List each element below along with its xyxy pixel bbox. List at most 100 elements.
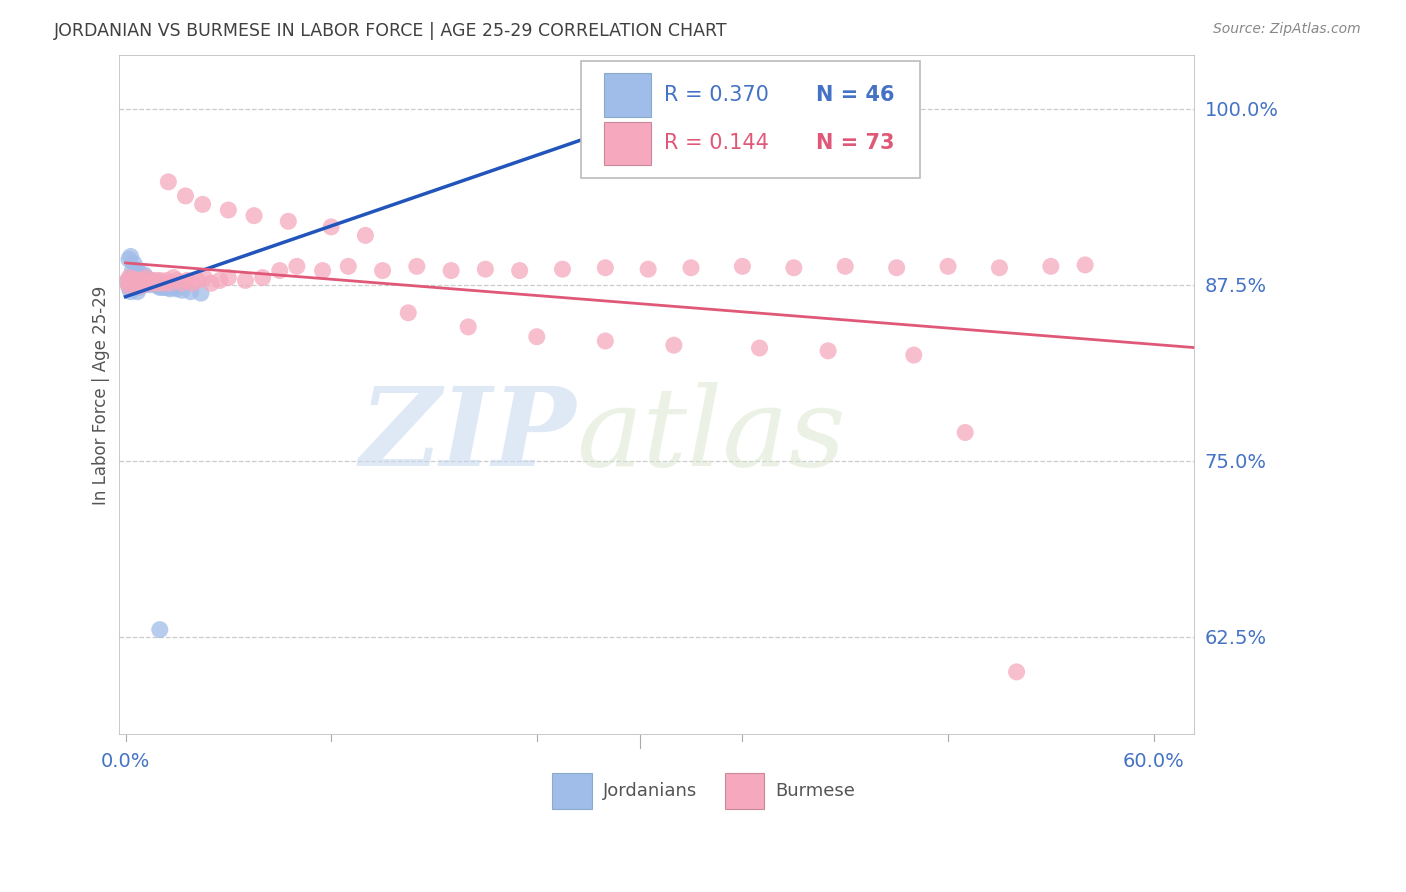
Point — [135, 270, 157, 285]
FancyBboxPatch shape — [605, 73, 651, 117]
Point — [120, 250, 142, 264]
Point — [252, 270, 274, 285]
Point — [146, 277, 169, 291]
Point — [156, 273, 179, 287]
Text: JORDANIAN VS BURMESE IN LABOR FORCE | AGE 25-29 CORRELATION CHART: JORDANIAN VS BURMESE IN LABOR FORCE | AG… — [53, 22, 727, 40]
Point — [371, 263, 394, 277]
Point — [191, 197, 214, 211]
Point — [118, 280, 141, 294]
Point — [118, 270, 141, 285]
Point — [1005, 665, 1028, 679]
Point — [127, 285, 149, 299]
Point — [166, 282, 188, 296]
Point — [174, 189, 197, 203]
Point — [903, 348, 925, 362]
Text: Jordanians: Jordanians — [603, 782, 697, 800]
Text: Burmese: Burmese — [775, 782, 855, 800]
Point — [595, 334, 617, 348]
Point — [134, 277, 156, 291]
Point — [115, 275, 138, 289]
Point — [129, 275, 152, 289]
Point — [145, 273, 167, 287]
Point — [834, 260, 856, 274]
Point — [156, 280, 179, 294]
Point — [141, 273, 163, 287]
Point — [136, 277, 159, 291]
Point — [170, 283, 193, 297]
Point — [157, 175, 180, 189]
Point — [551, 262, 574, 277]
Point — [526, 330, 548, 344]
Point — [149, 273, 172, 287]
Point — [149, 623, 172, 637]
Point — [405, 260, 427, 274]
Point — [235, 273, 257, 287]
Text: R = 0.370: R = 0.370 — [664, 85, 769, 105]
Point — [186, 273, 208, 287]
Point — [285, 260, 308, 274]
Text: 60.0%: 60.0% — [1123, 752, 1184, 771]
Point — [131, 273, 153, 287]
Point — [1074, 258, 1097, 272]
Point — [134, 268, 156, 282]
Point — [159, 282, 181, 296]
Point — [145, 275, 167, 289]
Point — [122, 280, 145, 294]
Point — [120, 273, 142, 287]
Point — [131, 277, 153, 292]
Text: 0.0%: 0.0% — [101, 752, 150, 771]
Point — [129, 279, 152, 293]
FancyBboxPatch shape — [605, 121, 651, 165]
Point — [509, 263, 531, 277]
Point — [129, 268, 152, 282]
Point — [127, 263, 149, 277]
Point — [136, 275, 159, 289]
Point — [354, 228, 377, 243]
Point — [159, 277, 181, 291]
Point — [118, 279, 141, 293]
Point — [125, 275, 148, 289]
Point — [269, 263, 291, 277]
FancyBboxPatch shape — [724, 772, 765, 809]
Point — [208, 273, 231, 287]
Point — [162, 270, 184, 285]
Point — [152, 277, 174, 291]
Point — [146, 279, 169, 293]
Point — [936, 260, 959, 274]
Point — [142, 275, 165, 289]
Point — [457, 319, 479, 334]
Point — [817, 343, 839, 358]
Point — [127, 275, 149, 289]
Point — [152, 280, 174, 294]
Text: N = 73: N = 73 — [815, 133, 894, 153]
Point — [311, 263, 333, 277]
Point — [176, 273, 198, 287]
Point — [396, 306, 419, 320]
Point — [128, 277, 150, 291]
Point — [134, 275, 156, 289]
Point — [217, 202, 239, 217]
Point — [131, 270, 153, 285]
Point — [180, 285, 202, 299]
Point — [125, 266, 148, 280]
Point — [143, 277, 166, 292]
Point — [1039, 260, 1062, 274]
Point — [122, 272, 145, 286]
Point — [953, 425, 976, 440]
Point — [128, 280, 150, 294]
Point — [121, 263, 143, 277]
Text: N = 46: N = 46 — [815, 85, 894, 105]
Point — [149, 280, 172, 294]
Y-axis label: In Labor Force | Age 25-29: In Labor Force | Age 25-29 — [93, 285, 110, 505]
Point — [243, 209, 266, 223]
Point — [638, 102, 661, 116]
Point — [193, 270, 215, 285]
Point — [127, 273, 149, 287]
Point — [122, 256, 145, 270]
FancyBboxPatch shape — [553, 772, 592, 809]
FancyBboxPatch shape — [582, 61, 921, 178]
Point — [170, 277, 193, 291]
Point — [120, 270, 142, 285]
Point — [190, 286, 212, 301]
Point — [166, 273, 188, 287]
